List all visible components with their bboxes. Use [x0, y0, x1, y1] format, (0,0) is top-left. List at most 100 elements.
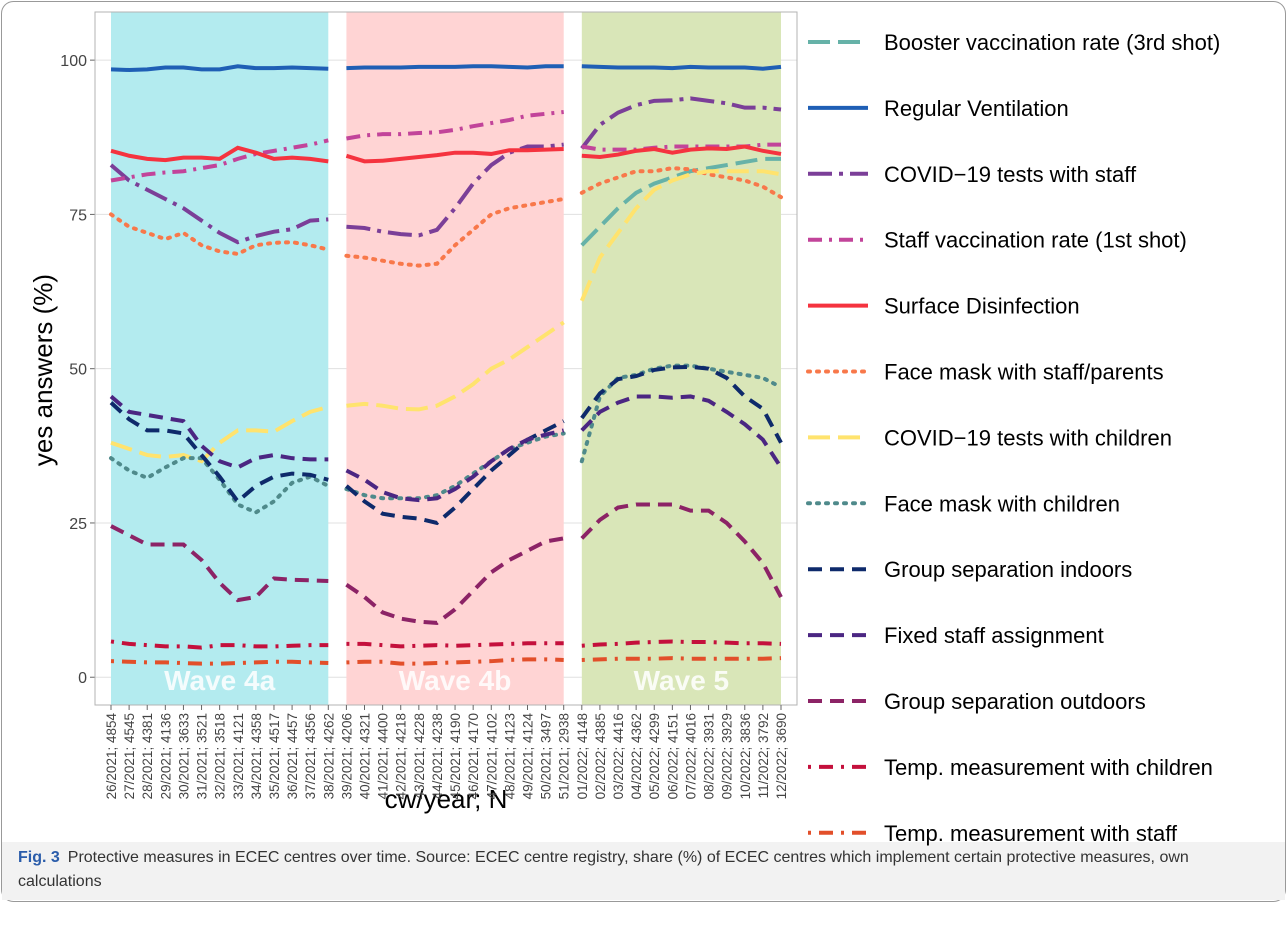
- legend-label: Regular Ventilation: [884, 96, 1069, 121]
- series-line: [110, 64, 329, 73]
- x-tick-label: 11/2022; 3792: [756, 713, 771, 798]
- x-tick-label: 38/2021; 4262: [321, 713, 336, 799]
- legend-label: Fixed staff assignment: [884, 623, 1104, 648]
- x-tick-label: 33/2021; 4121: [231, 713, 246, 799]
- x-tick-label: 08/2022; 3931: [702, 713, 717, 799]
- series-line: [346, 142, 564, 238]
- series-line: [346, 657, 564, 666]
- wave-label: Wave 5: [634, 665, 729, 696]
- legend-label: Face mask with children: [884, 491, 1120, 516]
- series-line: [110, 405, 329, 464]
- series-line: [110, 145, 329, 164]
- x-tick-label: 32/2021; 3518: [213, 713, 228, 799]
- legend-label: Booster vaccination rate (3rd shot): [884, 30, 1220, 55]
- x-tick-label: 44/2021; 4238: [430, 713, 445, 799]
- legend-label: Staff vaccination rate (1st shot): [884, 228, 1187, 253]
- x-tick-label: 50/2021; 3497: [539, 713, 554, 799]
- wave-band: [346, 12, 564, 705]
- x-tick-label: 45/2021; 4190: [448, 713, 463, 799]
- caption-background: [2, 842, 1285, 900]
- wave-band: [581, 12, 781, 705]
- x-tick-label: 47/2021; 4102: [484, 713, 499, 799]
- series-line: [345, 146, 564, 164]
- y-tick-label: 100: [60, 53, 87, 70]
- legend-label: Temp. measurement with children: [884, 755, 1213, 780]
- caption: Fig. 3 Protective measures in ECEC centre…: [18, 846, 1268, 894]
- series-line: [344, 196, 566, 268]
- caption-text: Protective measures in ECEC centres over…: [18, 849, 1189, 890]
- x-tick-label: 06/2022; 4151: [665, 713, 680, 799]
- series-line: [344, 431, 566, 501]
- x-tick-label: 37/2021; 4356: [303, 713, 318, 799]
- series-line: [581, 144, 782, 160]
- series-line: [580, 502, 783, 598]
- series-line: [581, 639, 782, 648]
- series-line: [346, 641, 564, 649]
- legend-label: Group separation indoors: [884, 557, 1132, 582]
- x-tick-label: 51/2021; 2938: [557, 713, 572, 799]
- x-tick-label: 09/2022; 3929: [720, 713, 735, 799]
- series-line: [346, 64, 564, 71]
- x-tick-label: 26/2021; 4854: [104, 713, 119, 800]
- y-tick-label: 0: [78, 670, 87, 687]
- series-line: [110, 659, 329, 666]
- x-tick-label: 49/2021; 4124: [520, 713, 535, 800]
- series-line: [345, 536, 565, 625]
- x-tick-label: 29/2021; 4136: [158, 713, 173, 799]
- y-tick-label: 25: [69, 516, 87, 533]
- y-tick-label: 75: [69, 207, 87, 224]
- x-tick-label: 27/2021; 4545: [122, 713, 137, 799]
- series-line: [579, 169, 782, 302]
- series-line: [109, 394, 329, 470]
- wave-band: [111, 12, 329, 705]
- legend-label: Face mask with staff/parents: [884, 360, 1164, 385]
- series-line: [110, 639, 329, 650]
- x-tick-label: 42/2021; 4218: [394, 713, 409, 799]
- x-tick-label: 41/2021; 4400: [376, 713, 391, 799]
- x-tick-label: 48/2021; 4123: [502, 713, 517, 799]
- plot-panel: Wave 4a Wave 4b Wave 5: [95, 12, 797, 705]
- series-line: [110, 138, 329, 183]
- y-tick-label: 50: [69, 362, 87, 379]
- x-tick-label: 39/2021; 4206: [339, 713, 354, 799]
- x-axis-title: cw/year; N: [385, 784, 508, 814]
- series-line: [580, 394, 783, 469]
- x-tick-label: 40/2021; 4321: [358, 713, 373, 799]
- lines: [109, 64, 783, 666]
- x-tick-label: 12/2022; 3690: [774, 713, 789, 799]
- x-tick-label: 03/2022; 4416: [611, 713, 626, 799]
- series-line: [581, 656, 782, 662]
- series-line: [109, 401, 329, 505]
- x-tick-label: 10/2022; 3836: [738, 713, 753, 799]
- x-tick-label: 46/2021; 4170: [466, 713, 481, 799]
- panel-border: [94, 11, 798, 706]
- legend-label: COVID−19 tests with staff: [884, 162, 1137, 187]
- wave-label: Wave 4a: [164, 665, 275, 696]
- series-line: [581, 64, 782, 71]
- figure-border: [1, 1, 1286, 902]
- series-line: [580, 96, 782, 150]
- x-tick-label: 02/2022; 4385: [593, 713, 608, 799]
- series-line: [109, 212, 331, 256]
- series-line: [346, 109, 564, 141]
- wave-label: Wave 4b: [399, 665, 512, 696]
- caption-label: Fig. 3: [18, 849, 60, 866]
- x-tick-label: 36/2021; 4457: [285, 713, 300, 799]
- x-tick-label: 31/2021; 3521: [195, 713, 210, 799]
- x-tick-label: 28/2021; 4381: [140, 713, 155, 799]
- x-tick-label: 30/2021; 3633: [176, 713, 191, 799]
- series-line: [109, 163, 329, 245]
- legend-label: Surface Disinfection: [884, 294, 1080, 319]
- series-line: [579, 166, 783, 200]
- x-tick-label: 35/2021; 4517: [267, 713, 282, 799]
- series-line: [345, 428, 565, 503]
- x-tick-label: 34/2021; 4358: [249, 713, 264, 799]
- x-tick-label: 04/2022; 4362: [629, 713, 644, 799]
- series-line: [580, 364, 783, 444]
- legend-label: Group separation outdoors: [884, 689, 1146, 714]
- series-line: [346, 320, 565, 412]
- x-tick-label: 01/2022; 4148: [575, 713, 590, 799]
- x-tick-label: 05/2022; 4299: [647, 713, 662, 799]
